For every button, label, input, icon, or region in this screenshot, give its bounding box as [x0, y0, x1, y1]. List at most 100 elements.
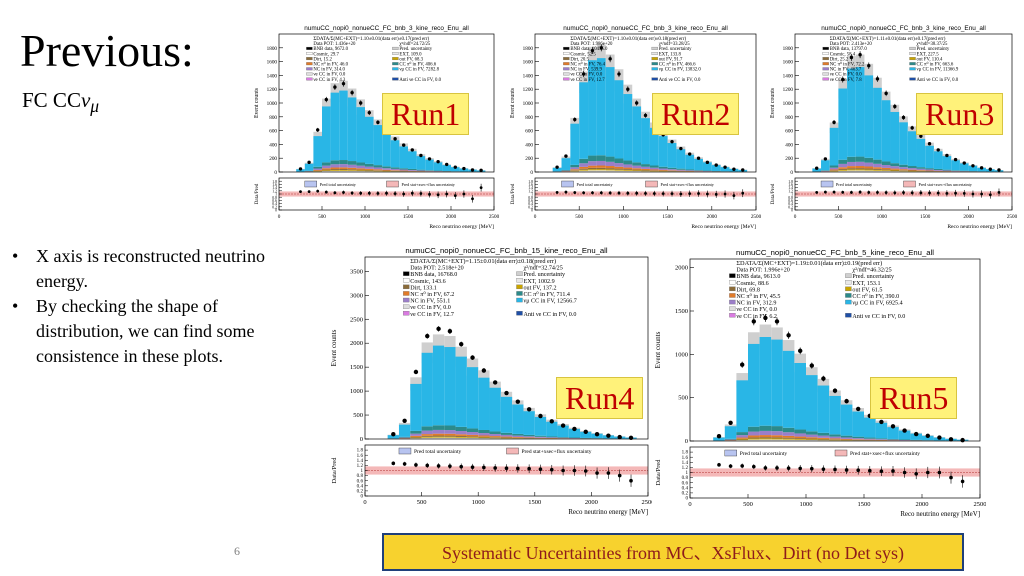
data-point [914, 431, 919, 437]
legend-swatch [563, 52, 570, 55]
legend-swatch [729, 293, 736, 298]
numu-cc-bar [916, 138, 926, 168]
data-point [470, 168, 475, 172]
numu-cc-bar [899, 122, 908, 165]
dirt-bar [829, 439, 841, 440]
legend-entry: NC in FV, 539.9 [570, 68, 602, 73]
numu-cc-bar [425, 159, 434, 171]
legend-swatch [516, 284, 523, 290]
ratio-point [479, 186, 483, 190]
legend-swatch [403, 278, 410, 283]
ratio-y-tick-label: 0 [531, 209, 533, 213]
cc-pi0-bar [416, 169, 426, 171]
out-fv-bar [890, 170, 900, 172]
out-fv-bar [455, 436, 467, 438]
numu-cc-bar [855, 67, 865, 157]
nc-bar [748, 431, 760, 436]
data-point [849, 55, 854, 60]
legend-entry: Data POT: 2.518e+20 [410, 266, 463, 272]
data-point [538, 413, 543, 419]
legend-entry: Cosmic, 29.7 [313, 52, 339, 57]
data-point [890, 424, 896, 429]
out-fv-bar [817, 439, 830, 441]
ratio-y-tick-label: 1 [275, 193, 277, 197]
data-point [402, 418, 407, 423]
y-tick-label: 0 [685, 438, 688, 445]
numu-cc-bar [782, 350, 795, 428]
ratio-point [617, 191, 621, 195]
ext-bar [421, 437, 433, 439]
y-tick-label: 1800 [783, 46, 794, 52]
out-fv-bar [478, 437, 490, 439]
ratio-y-tick-label: 1.2 [682, 465, 689, 471]
numu-cc-bar [596, 58, 606, 156]
dirt-bar [847, 168, 856, 170]
nc-bar [838, 163, 848, 168]
data-point [481, 368, 487, 373]
ratio-point [962, 191, 966, 195]
out-fv-bar [444, 436, 456, 438]
ratio-point [868, 468, 872, 473]
main-plot-frame [364, 256, 649, 440]
chart-run3: numuCC_nopi0_nonueCC_FC_bnb_3_kine_reco_… [770, 25, 1018, 230]
pred-uncertainty-band [313, 131, 322, 141]
out-fv-bar [623, 170, 633, 171]
nc-bar [890, 166, 900, 169]
run-label: Run1 [382, 93, 470, 135]
cc-pi0-bar [339, 160, 348, 165]
run-label: Run2 [652, 93, 740, 135]
nc-bar [942, 170, 952, 172]
ratio-legend-total: Pred total uncertainty [577, 182, 614, 187]
ratio-point [582, 191, 586, 195]
ratio-point [629, 478, 633, 483]
data-point [376, 120, 380, 125]
cc-pi0-bar [916, 167, 926, 169]
chart-run5: numuCC_nopi0_nonueCC_FC_bnb_5_kine_reco_… [654, 248, 986, 518]
ratio-y-tick-label: 1 [791, 193, 793, 197]
y-axis-label: Event counts [770, 87, 776, 118]
data-point [809, 363, 814, 368]
numu-cc-bar [570, 123, 580, 165]
ratio-legend-swatch-stat [506, 447, 519, 455]
numu-cc-bar [399, 146, 408, 169]
legend-entry: χ²/ndf=38.37/25 [917, 41, 949, 47]
ratio-point [821, 467, 826, 471]
data-point [705, 160, 710, 165]
data-point [901, 115, 906, 120]
legend-swatch [563, 46, 570, 50]
nc-pi0-bar [847, 166, 856, 169]
legend-entry: χ²/ndf=33.28/25 [659, 41, 691, 47]
nc-pi0-bar [623, 167, 633, 170]
legend-entry: Anti νe CC in FV, 0.0 [917, 78, 959, 83]
cc-pi0-bar [933, 168, 943, 170]
cc-pi0-bar [658, 166, 668, 169]
legend-swatch [306, 57, 313, 61]
data-point [821, 376, 826, 381]
legend-swatch [729, 313, 736, 318]
y-tick-label: 400 [785, 142, 793, 148]
legend-entry: χ²/ndf=46.32/25 [852, 267, 891, 274]
cc-pi0-bar [875, 438, 888, 440]
chart-panel-run4: numuCC_nopi0_nonueCC_FC_bnb_15_kine_reco… [328, 236, 654, 518]
cc-pi0-bar [890, 163, 900, 167]
ratio-y-tick-label: 0.4 [788, 202, 793, 206]
nc-pi0-bar [489, 436, 501, 438]
numu-cc-bar [925, 145, 934, 169]
data-point [504, 390, 509, 396]
legend-entry: out FV, 68.3 [399, 57, 423, 62]
ratio-point [555, 191, 559, 194]
nc-pi0-bar [771, 435, 783, 438]
data-point [526, 407, 532, 412]
y-tick-label: 600 [269, 129, 277, 135]
slide-title: Previous: [20, 25, 194, 76]
data-point [316, 128, 320, 132]
ratio-y-tick-label: 0.8 [272, 196, 277, 200]
ratio-y-axis-label: Data/Pred [331, 457, 338, 484]
numu-cc-bar [500, 396, 513, 433]
ratio-y-tick-label: 0.6 [788, 199, 793, 203]
legend-swatch [845, 280, 852, 285]
data-point [948, 437, 954, 442]
ext-bar [838, 170, 848, 172]
data-point [549, 419, 554, 424]
nc-bar [685, 170, 695, 172]
